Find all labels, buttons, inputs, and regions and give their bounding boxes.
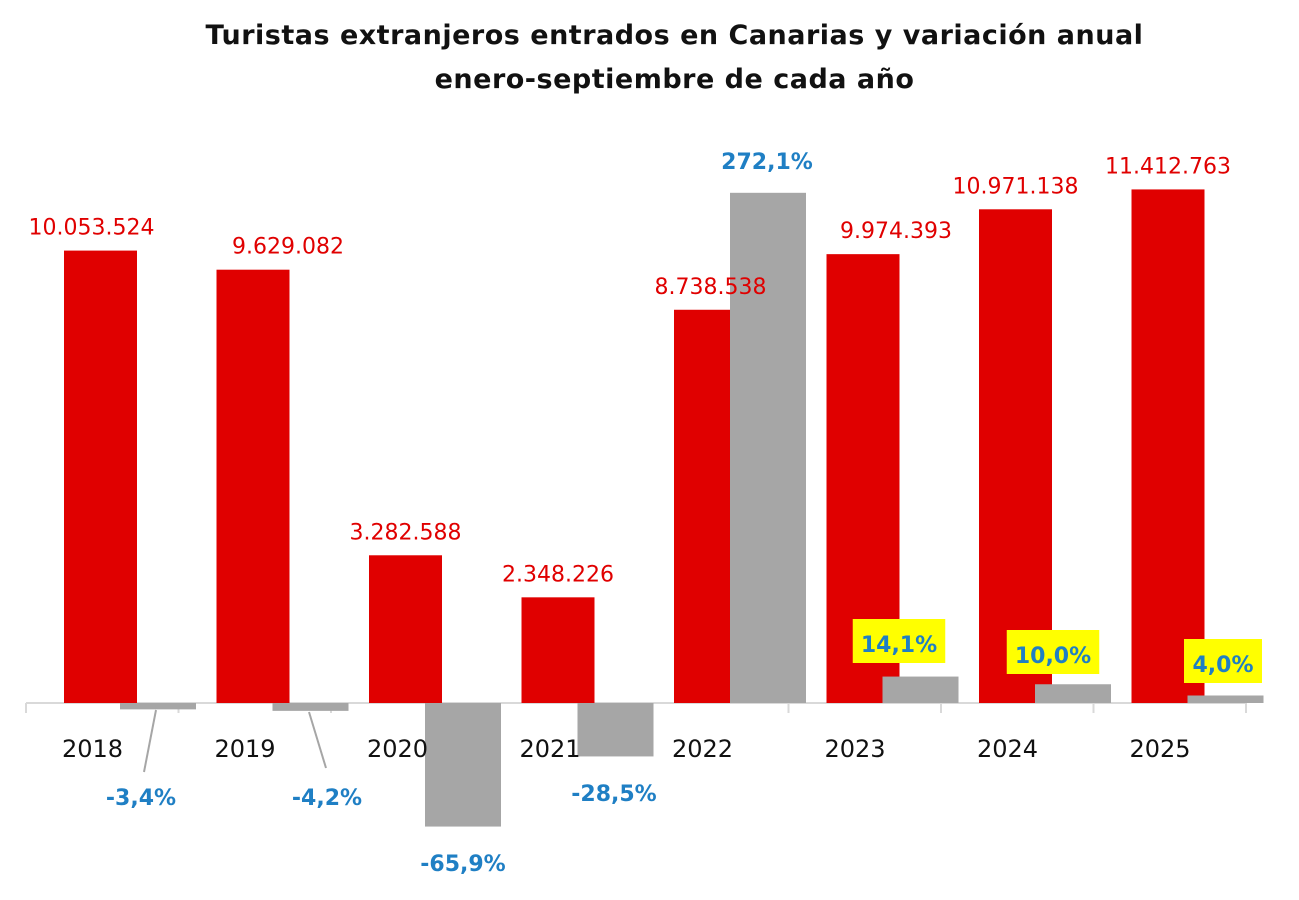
visitors-bar xyxy=(216,269,290,703)
variation-bar xyxy=(730,192,806,703)
visitors-bar xyxy=(369,555,442,703)
category-label: 2023 xyxy=(824,735,885,763)
chart-title: Turistas extranjeros entrados en Canaria… xyxy=(205,20,1144,51)
variation-bar xyxy=(272,703,349,711)
category-label: 2019 xyxy=(214,735,275,763)
category-label: 2020 xyxy=(367,735,428,763)
category-label: 2018 xyxy=(62,735,123,763)
visitors-value-label: 9.629.082 xyxy=(232,235,344,260)
variation-value-label: -28,5% xyxy=(571,782,656,807)
variation-bar xyxy=(577,703,654,757)
visitors-value-label: 8.738.538 xyxy=(655,275,767,300)
variation-bar xyxy=(1035,684,1111,703)
variation-bar xyxy=(120,703,196,710)
leader-line xyxy=(143,709,157,773)
category-label: 2022 xyxy=(672,735,733,763)
visitors-value-label: 10.971.138 xyxy=(953,174,1079,199)
chart-subtitle: enero-septiembre de cada año xyxy=(434,64,915,95)
variation-value-label: 10,0% xyxy=(1015,644,1091,669)
variation-value-label: 14,1% xyxy=(861,633,937,658)
category-label: 2021 xyxy=(519,735,580,763)
variation-highlight xyxy=(852,619,946,663)
visitors-bar xyxy=(979,209,1052,703)
visitors-value-label: 3.282.588 xyxy=(350,520,462,545)
visitors-bar xyxy=(1131,189,1205,703)
visitors-value-label: 10.053.524 xyxy=(29,216,155,241)
variation-bar xyxy=(425,703,501,827)
visitors-bar xyxy=(521,597,595,703)
category-label: 2025 xyxy=(1129,735,1190,763)
variation-value-label: 4,0% xyxy=(1192,653,1253,678)
visitors-value-label: 11.412.763 xyxy=(1105,154,1231,179)
variation-value-label: -4,2% xyxy=(292,786,362,811)
category-label: 2024 xyxy=(977,735,1038,763)
variation-value-label: -65,9% xyxy=(420,852,505,877)
visitors-value-label: 9.974.393 xyxy=(840,219,952,244)
leader-line xyxy=(308,711,327,769)
visitors-value-label: 2.348.226 xyxy=(502,562,614,587)
variation-value-label: -3,4% xyxy=(106,786,176,811)
variation-bar xyxy=(1187,695,1264,703)
variation-value-label: 272,1% xyxy=(721,150,813,175)
variation-bar xyxy=(882,676,959,703)
variation-highlight xyxy=(1006,630,1100,674)
visitors-bar xyxy=(64,250,137,703)
variation-highlight xyxy=(1184,639,1262,683)
